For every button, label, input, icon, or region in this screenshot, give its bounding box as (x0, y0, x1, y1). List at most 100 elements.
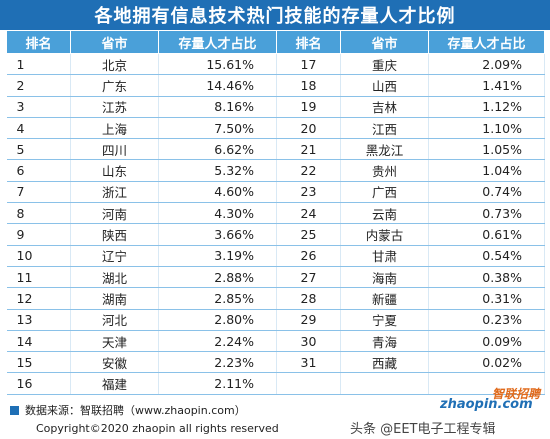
ratio-cell: 0.23% (428, 309, 545, 331)
ratio-cell: 1.04% (428, 159, 545, 182)
province-cell: 新疆 (340, 287, 429, 310)
ratio-cell: 5.32% (158, 159, 277, 182)
province-cell: 海南 (340, 266, 429, 289)
ratio-cell: 0.02% (428, 351, 545, 374)
table-row: 4 上海 7.50% 20 江西 1.10% (6, 117, 545, 140)
rank-cell: 29 (276, 309, 341, 331)
ratio-cell: 0.31% (428, 287, 545, 310)
data-source-text: 数据来源：智联招聘（www.zhaopin.com） (25, 404, 246, 417)
ratio-cell: 4.30% (158, 202, 277, 225)
province-cell: 北京 (70, 53, 159, 76)
table-row: 9 陕西 3.66% 25 内蒙古 0.61% (6, 223, 545, 246)
rank-cell: 3 (6, 96, 71, 118)
rank-cell: 18 (276, 74, 341, 97)
province-cell: 福建 (70, 372, 159, 395)
table-row: 16 福建 2.11% (6, 372, 545, 395)
ratio-cell: 1.12% (428, 96, 545, 118)
ratio-cell: 3.66% (158, 223, 277, 246)
table-row: 13 河北 2.80% 29 宁夏 0.23% (6, 309, 545, 331)
zhaopin-logo: 智联招聘 zhaopin.com (440, 385, 546, 413)
ratio-cell: 4.60% (158, 181, 277, 204)
province-cell: 湖北 (70, 266, 159, 289)
province-cell: 浙江 (70, 181, 159, 204)
table-row: 10 辽宁 3.19% 26 甘肃 0.54% (6, 245, 545, 267)
province-cell: 西藏 (340, 351, 429, 374)
ratio-cell: 1.10% (428, 117, 545, 140)
rank-cell: 10 (6, 245, 71, 267)
province-cell: 安徽 (70, 351, 159, 374)
table-row: 8 河南 4.30% 24 云南 0.73% (6, 202, 545, 225)
rank-cell: 1 (6, 53, 71, 76)
header-ratio: 存量人才占比 (428, 30, 545, 54)
province-cell: 河南 (70, 202, 159, 225)
logo-domain-text: zhaopin.com (440, 397, 533, 412)
province-cell: 广西 (340, 181, 429, 204)
province-cell: 内蒙古 (340, 223, 429, 246)
ratio-cell: 0.09% (428, 330, 545, 353)
province-cell: 山东 (70, 159, 159, 182)
rank-cell: 22 (276, 159, 341, 182)
rank-cell: 5 (6, 138, 71, 161)
rank-cell: 2 (6, 74, 71, 97)
province-cell: 云南 (340, 202, 429, 225)
rank-cell (276, 372, 341, 395)
ratio-cell: 2.24% (158, 330, 277, 353)
watermark: 头条 @EET电子工程专辑 (350, 422, 496, 437)
province-cell: 广东 (70, 74, 159, 97)
table-row: 6 山东 5.32% 22 贵州 1.04% (6, 159, 545, 182)
ratio-cell: 15.61% (158, 53, 277, 76)
header-province: 省市 (70, 30, 159, 54)
rank-cell: 25 (276, 223, 341, 246)
rank-cell: 4 (6, 117, 71, 140)
header-ratio: 存量人才占比 (158, 30, 277, 54)
rank-cell: 28 (276, 287, 341, 310)
header-rank: 排名 (6, 30, 71, 54)
province-cell: 山西 (340, 74, 429, 97)
ratio-cell: 6.62% (158, 138, 277, 161)
header-rank: 排名 (276, 30, 341, 54)
province-cell: 江苏 (70, 96, 159, 118)
province-cell: 四川 (70, 138, 159, 161)
ratio-cell: 1.41% (428, 74, 545, 97)
province-cell: 湖南 (70, 287, 159, 310)
ratio-cell: 0.61% (428, 223, 545, 246)
ratio-cell (428, 372, 545, 395)
rank-cell: 17 (276, 53, 341, 76)
rank-cell: 9 (6, 223, 71, 246)
rank-cell: 26 (276, 245, 341, 267)
header-province: 省市 (340, 30, 429, 54)
ratio-cell: 2.09% (428, 53, 545, 76)
table-row: 5 四川 6.62% 21 黑龙江 1.05% (6, 138, 545, 161)
ratio-cell: 2.85% (158, 287, 277, 310)
table-row: 2 广东 14.46% 18 山西 1.41% (6, 74, 545, 97)
province-cell (340, 372, 429, 395)
talent-ratio-table: 排名 省市 存量人才占比 排名 省市 存量人才占比 1 北京 15.61% 17 重庆 2… (6, 30, 545, 395)
province-cell: 青海 (340, 330, 429, 353)
rank-cell: 11 (6, 266, 71, 289)
rank-cell: 13 (6, 309, 71, 331)
rank-cell: 27 (276, 266, 341, 289)
province-cell: 天津 (70, 330, 159, 353)
rank-cell: 21 (276, 138, 341, 161)
table-row: 12 湖南 2.85% 28 新疆 0.31% (6, 287, 545, 310)
square-bullet-icon (10, 405, 19, 415)
province-cell: 甘肃 (340, 245, 429, 267)
rank-cell: 6 (6, 159, 71, 182)
rank-cell: 16 (6, 372, 71, 395)
ratio-cell: 0.54% (428, 245, 545, 267)
table-header-row: 排名 省市 存量人才占比 排名 省市 存量人才占比 (6, 30, 545, 54)
logo-chinese-text: 智联招聘 (491, 387, 540, 401)
ratio-cell: 3.19% (158, 245, 277, 267)
rank-cell: 14 (6, 330, 71, 353)
ratio-cell: 2.80% (158, 309, 277, 331)
ratio-cell: 2.88% (158, 266, 277, 289)
page-title: 各地拥有信息技术热门技能的存量人才比例 (0, 0, 550, 30)
rank-cell: 24 (276, 202, 341, 225)
province-cell: 江西 (340, 117, 429, 140)
rank-cell: 23 (276, 181, 341, 204)
province-cell: 辽宁 (70, 245, 159, 267)
ratio-cell: 0.74% (428, 181, 545, 204)
province-cell: 陕西 (70, 223, 159, 246)
rank-cell: 19 (276, 96, 341, 118)
table-row: 3 江苏 8.16% 19 吉林 1.12% (6, 96, 545, 118)
